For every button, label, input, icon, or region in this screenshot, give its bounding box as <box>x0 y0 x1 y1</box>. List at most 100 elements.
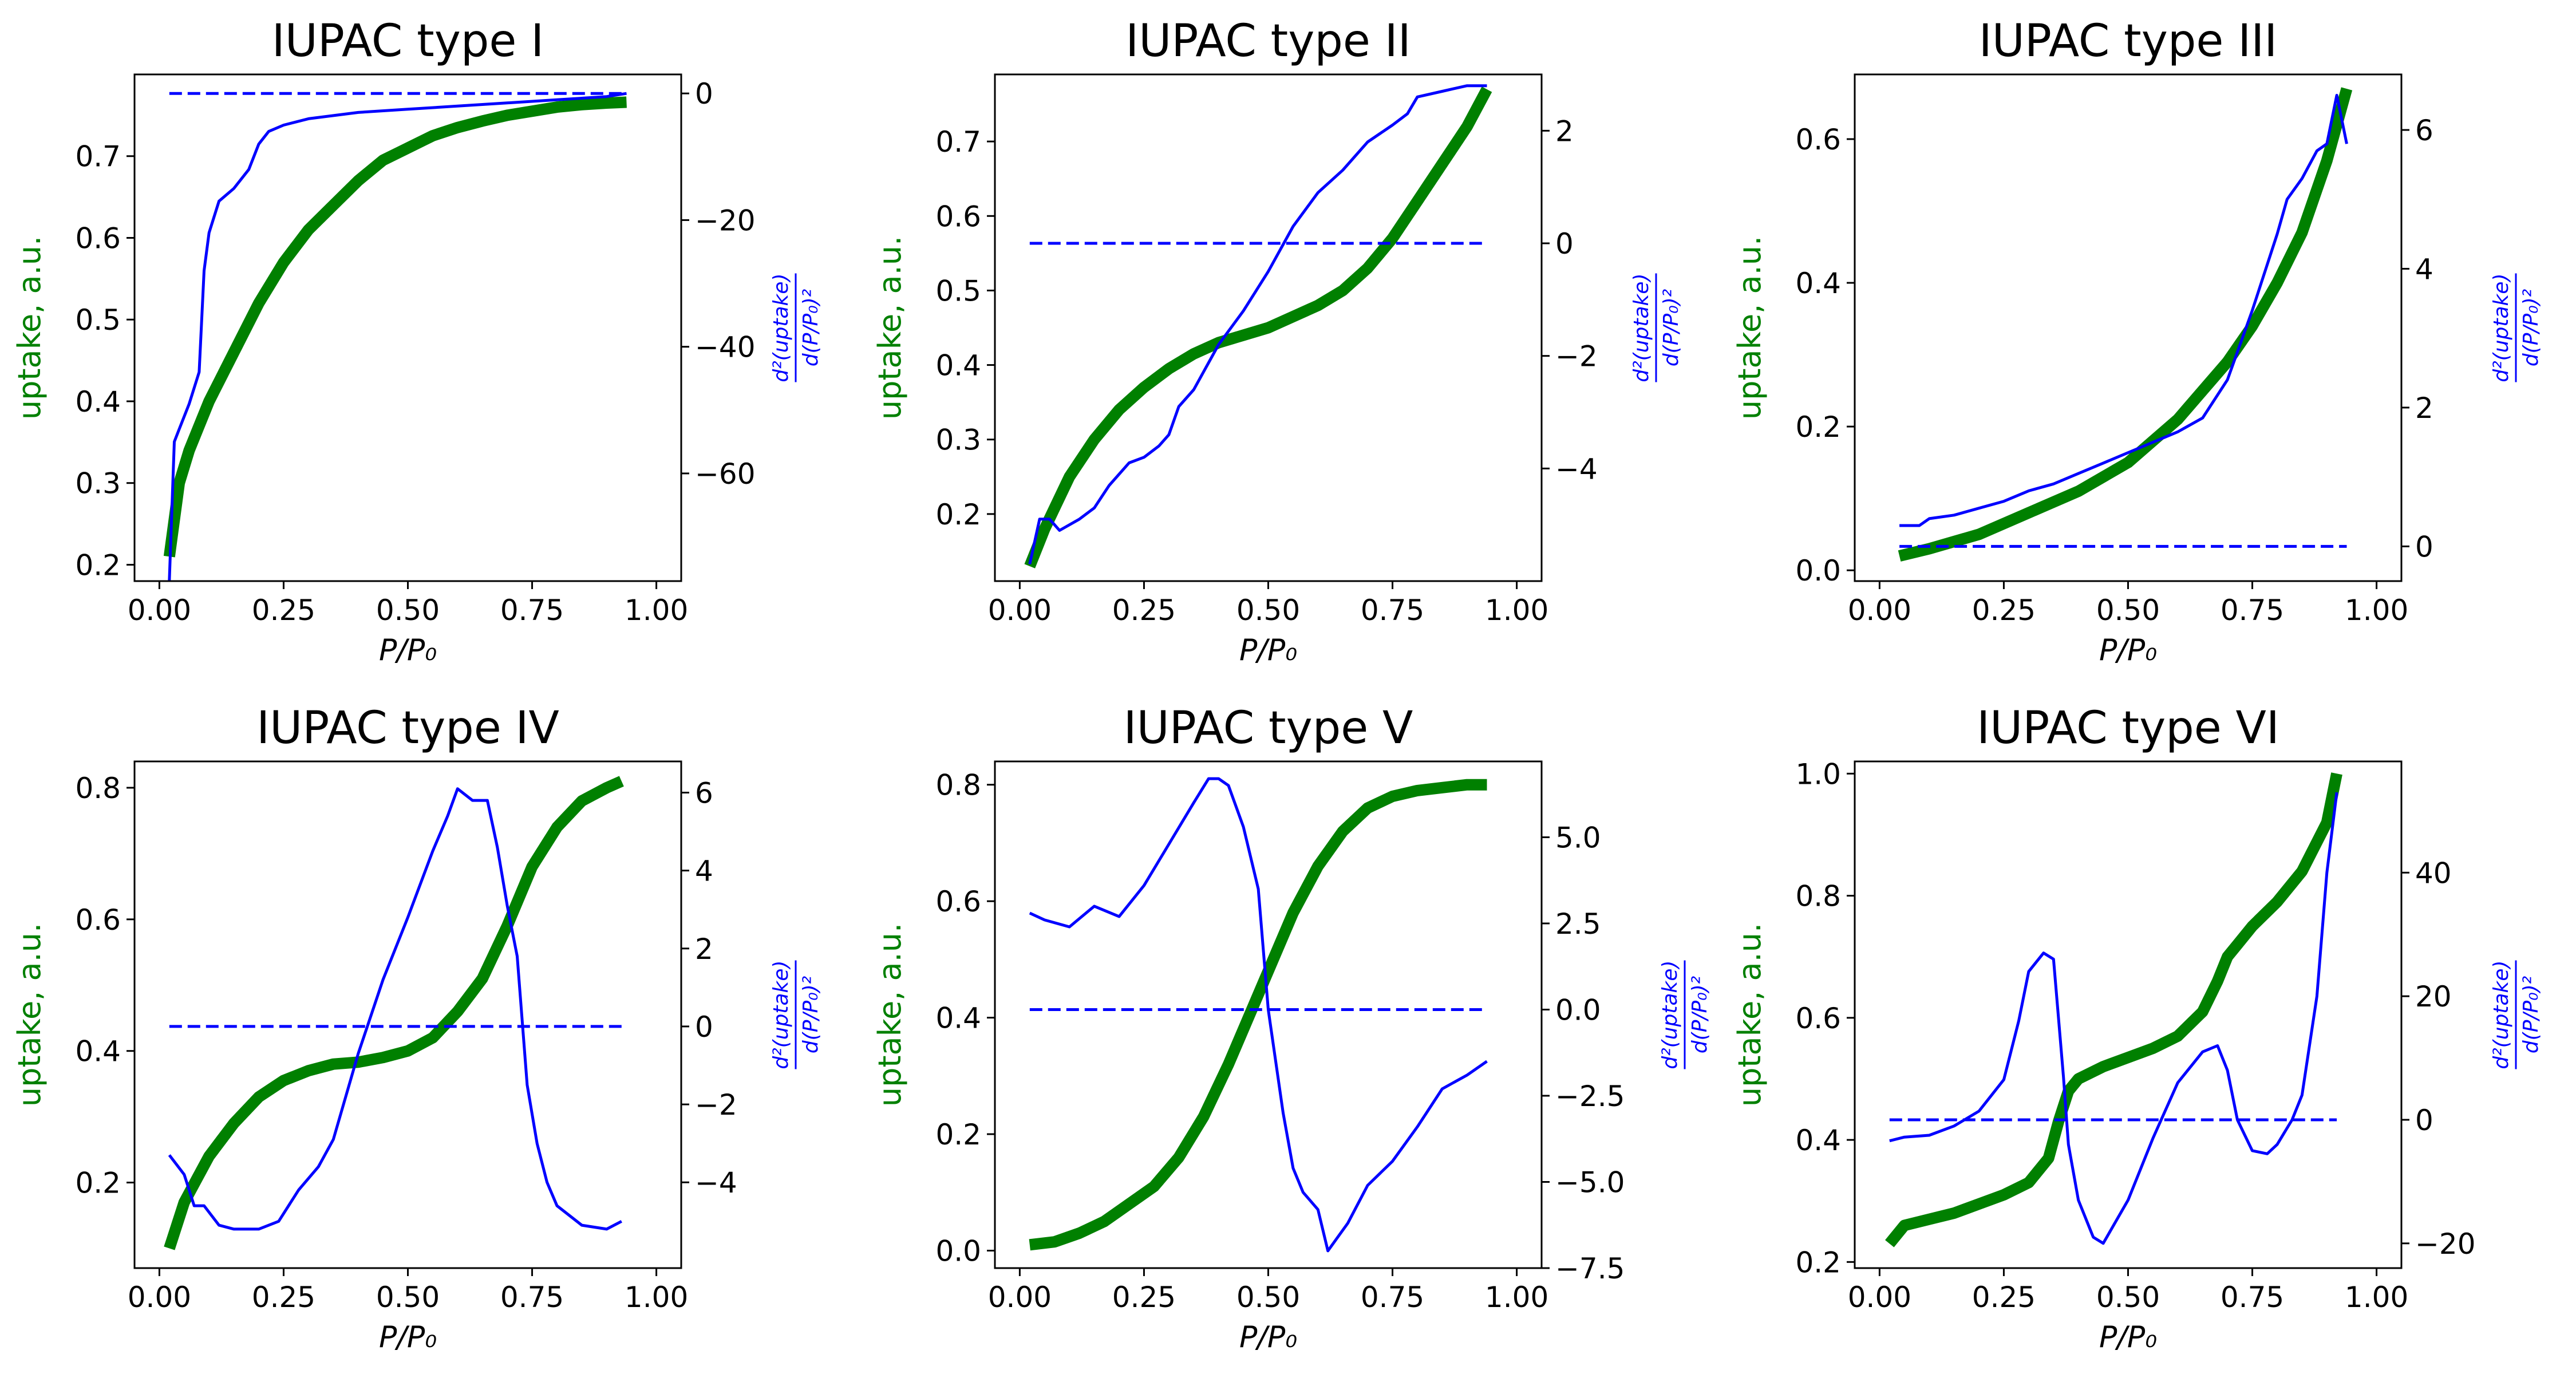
y-tick-label: 0.6 <box>935 200 981 233</box>
y-tick-label: 0.5 <box>75 303 121 337</box>
y-right-tick-label: −2 <box>1555 340 1598 373</box>
x-tick-label: 0.00 <box>988 594 1052 627</box>
y-right-tick-label: 40 <box>2415 856 2452 890</box>
subplot-3: IUPAC type III 0.00 0.25 0.50 0.75 1.00 0.0 0.2… <box>1732 15 2543 668</box>
y-right-tick-label: 0 <box>695 77 713 110</box>
x-tick-label: 0.50 <box>1236 594 1300 627</box>
y-axis-label-left: uptake, a.u. <box>11 236 48 420</box>
y-tick-label: 0.2 <box>935 498 981 531</box>
y-tick-label: 0.6 <box>935 885 981 918</box>
x-tick-label: 0.00 <box>128 1281 191 1314</box>
x-tick-label: 0.25 <box>1112 594 1176 627</box>
y-tick-label: 0.2 <box>75 548 121 582</box>
x-axis-label: P/P₀ <box>379 633 437 668</box>
y-axis-label-left: uptake, a.u. <box>872 923 908 1107</box>
y-right-tick-label: −7.5 <box>1555 1252 1625 1285</box>
x-tick-label: 0.25 <box>252 594 315 627</box>
y-tick-label: 0.8 <box>1795 880 1841 913</box>
y-axis-label-right: d²(uptake) d(P/P₀)² <box>1630 273 1683 382</box>
subplot-6: IUPAC type VI0.00 0.25 0.50 0.75 1.000.20.40… <box>1732 702 2543 1355</box>
y-axis-label-left: uptake, a.u. <box>1732 923 1768 1107</box>
y-right-tick-label: −5.0 <box>1555 1166 1625 1199</box>
x-axis-label: P/P₀ <box>379 1320 437 1355</box>
y-tick-label: 1.0 <box>1795 757 1841 791</box>
x-tick-label: 1.00 <box>1485 1281 1548 1314</box>
y-axis-label-right-numerator: d²(uptake) <box>1630 273 1653 382</box>
x-tick-label: 0.25 <box>1112 1281 1176 1314</box>
y-axis-label-right: d²(uptake) d(P/P₀)² <box>769 273 823 382</box>
x-axis-label: P/P₀ <box>2099 633 2157 668</box>
y-tick-label: 0.3 <box>935 424 981 457</box>
y-right-tick-label: −2.5 <box>1555 1080 1625 1113</box>
uptake-line <box>1885 772 2342 1247</box>
y-tick-label: 0.6 <box>75 222 121 255</box>
x-tick-label: 0.50 <box>2096 1281 2160 1314</box>
y-right-tick-label: 4 <box>695 855 713 888</box>
y-tick-label: 0.7 <box>75 140 121 173</box>
x-tick-label: 0.75 <box>1361 1281 1424 1314</box>
y-tick-label: 0.7 <box>935 125 981 159</box>
x-tick-label: 0.75 <box>500 594 564 627</box>
y-axis-label-left: uptake, a.u. <box>872 236 908 420</box>
y-right-tick-label: 2 <box>695 933 713 966</box>
y-tick-label: 0.5 <box>935 274 981 307</box>
uptake-line <box>163 96 627 558</box>
y-right-tick-label: 6 <box>2415 114 2433 147</box>
subplot-title: IUPAC type IV <box>256 702 559 754</box>
y-right-tick-label: 4 <box>2415 252 2433 286</box>
uptake-line <box>1029 779 1487 1251</box>
y-right-tick-label: 0 <box>2415 530 2433 563</box>
uptake-line <box>1024 86 1492 568</box>
y-axis-label-right-numerator: d²(uptake) <box>2490 960 2513 1069</box>
y-right-tick-label: −40 <box>695 331 756 364</box>
y-right-tick-label: 2 <box>2415 392 2433 425</box>
x-tick-label: 0.00 <box>988 1281 1052 1314</box>
y-tick-label: 0.4 <box>935 349 981 382</box>
x-tick-label: 0.25 <box>1972 1281 2036 1314</box>
y-tick-label: 0.6 <box>1795 123 1841 156</box>
subplot-1: IUPAC type I0.00 0.25 0.50 0.75 1.000.20.30.… <box>11 15 823 668</box>
subplot-title: IUPAC type II <box>1125 15 1411 67</box>
subplot-4: IUPAC type IV 0.00 0.25 0.50 0.75 1.00 0.2 0.4 0… <box>11 702 823 1355</box>
y-tick-label: 0.2 <box>1795 1246 1841 1279</box>
x-axis-label: P/P₀ <box>1239 1320 1297 1355</box>
y-axis-label-right-denominator: d(P/P₀)² <box>799 289 823 366</box>
y-axis-label-right-denominator: d(P/P₀)² <box>799 976 823 1053</box>
subplot-5: IUPAC type V 0.00 0.25 0.50 0.75 1.00 0.0 0.2 0.… <box>872 702 1712 1355</box>
y-right-tick-label: 2.5 <box>1555 907 1601 941</box>
y-tick-label: 0.2 <box>1795 410 1841 444</box>
second-derivative-line <box>168 787 622 1231</box>
y-right-tick-label: −4 <box>695 1166 737 1199</box>
x-tick-label: 0.75 <box>500 1281 564 1314</box>
x-tick-label: 0.75 <box>1361 594 1424 627</box>
y-tick-label: 0.2 <box>75 1167 121 1200</box>
y-axis-label-right: d²(uptake) d(P/P₀)² <box>2490 273 2543 382</box>
subplot-title: IUPAC type V <box>1124 702 1413 754</box>
y-tick-label: 0.4 <box>935 1002 981 1035</box>
x-tick-label: 0.00 <box>128 594 191 627</box>
uptake-line <box>164 776 624 1250</box>
y-right-tick-label: 0 <box>2415 1104 2433 1137</box>
x-tick-label: 0.00 <box>1848 1281 1911 1314</box>
second-derivative-line <box>168 92 627 582</box>
x-axis-label: P/P₀ <box>1239 633 1297 668</box>
x-tick-label: 0.75 <box>2221 1281 2284 1314</box>
y-tick-label: 0.4 <box>75 1035 121 1068</box>
x-tick-label: 1.00 <box>625 594 688 627</box>
y-right-tick-label: 2 <box>1555 114 1574 148</box>
y-right-tick-label: 0.0 <box>1555 993 1601 1026</box>
y-right-tick-label: 5.0 <box>1555 821 1601 854</box>
y-right-tick-label: 0 <box>695 1010 713 1044</box>
y-tick-label: 0.6 <box>75 903 121 937</box>
y-axis-label-right-denominator: d(P/P₀)² <box>1660 289 1683 366</box>
x-tick-label: 0.50 <box>2096 594 2160 627</box>
y-axis-label-right-numerator: d²(uptake) <box>1658 960 1682 1069</box>
x-tick-label: 0.25 <box>1972 594 2036 627</box>
x-tick-label: 0.50 <box>376 1281 440 1314</box>
x-tick-label: 0.25 <box>252 1281 315 1314</box>
y-axis-label-right-numerator: d²(uptake) <box>769 960 793 1069</box>
y-tick-label: 0.2 <box>935 1118 981 1151</box>
y-axis-label-right-denominator: d(P/P₀)² <box>1688 976 1712 1053</box>
y-axis-label-right-numerator: d²(uptake) <box>769 273 793 382</box>
subplot-title: IUPAC type III <box>1979 15 2277 67</box>
